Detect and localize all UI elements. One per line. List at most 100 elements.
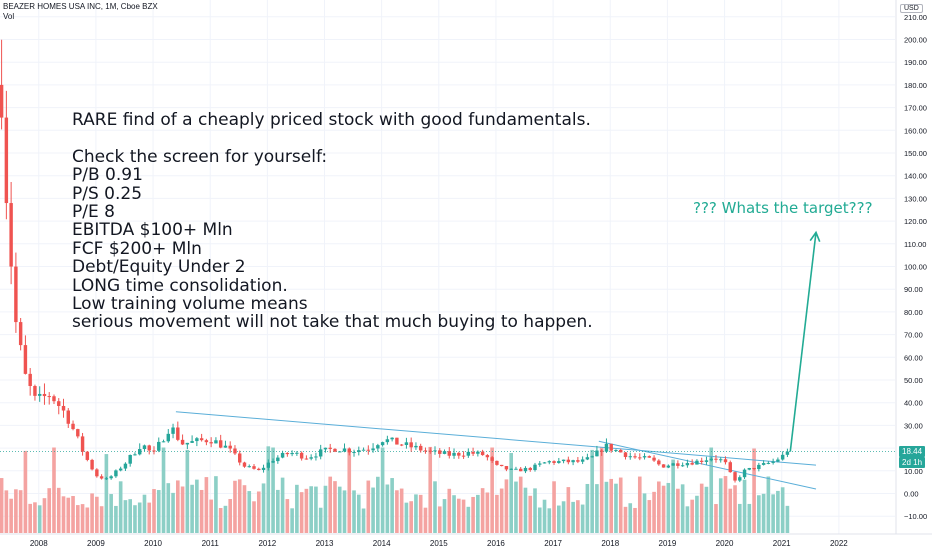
price-tick-label: 210.00 [904,13,927,22]
candle-body [619,449,623,453]
volume-bar [514,481,518,533]
candle-body [133,454,137,456]
candle-body [504,466,509,470]
candle-body [418,445,423,451]
candle-body [47,396,51,398]
volume-bar [723,476,728,533]
candle-body [238,453,242,463]
candle-body [704,460,709,462]
volume-bar [380,447,385,533]
candle-body [728,462,732,473]
candle-body [652,457,656,461]
volume-bar [28,503,32,533]
candle-body [361,449,366,451]
candle-body [99,476,104,479]
candle-body [257,468,261,470]
currency-label[interactable]: USD [900,4,923,13]
candle-body [57,401,61,406]
price-tick-label: 50.00 [904,376,923,385]
volume-bar [152,489,156,533]
volume-bar [642,493,647,533]
volume-bar [314,486,318,533]
volume-bar [647,500,652,533]
candle-body [695,460,699,465]
candle-body [623,452,628,458]
volume-bar [471,496,475,533]
candle-body [271,461,275,463]
trendline-upper [175,411,817,466]
volume-bar [447,488,452,533]
volume-bar [461,499,466,533]
candle-body [490,457,494,461]
candle-body [514,468,518,470]
time-tick-label: 2008 [30,539,48,548]
candle-body [166,433,171,442]
trendlines[interactable] [0,411,895,490]
volume-bar [342,490,347,533]
volume-bar [423,507,428,533]
target-arrow[interactable] [789,230,821,452]
bar-countdown-tag: 2d 1h [899,457,926,468]
volume-bar [390,478,394,533]
candle-body [642,456,647,458]
volume-bar [761,493,766,533]
volume-bar [114,505,118,533]
volume-bar [309,486,313,533]
candle-body [723,459,728,463]
volume-bar [466,506,471,533]
volume-bar [728,488,733,533]
note-line: P/E 8 [72,202,115,223]
candle-body [80,436,85,452]
time-tick-label: 2010 [144,539,162,548]
volume-bar [109,494,113,533]
volume-bar [218,508,223,533]
candle-body [171,427,175,434]
candle-body [204,440,209,443]
candle-body [452,452,456,456]
price-tick-label: 190.00 [904,58,927,67]
time-axis[interactable]: 2008 2009 2010 2011 2012 2013 2014 2015 2016 2017… [30,539,848,548]
volume-bar [190,484,194,533]
volume-bar [99,506,104,533]
volume-bar [704,486,709,533]
candle-body [28,373,32,387]
volume-bar [4,490,9,533]
volume-indicator-label[interactable]: Vol [3,12,15,21]
volume-bar [580,504,585,533]
candle-body [252,466,256,469]
candle-body [314,456,318,458]
volume-bar [137,502,142,533]
volume-bar [266,446,271,533]
candle-body [752,468,756,470]
candle-body [242,462,247,467]
candle-body [614,449,618,451]
candle-body [109,476,113,479]
candle-body [342,448,347,452]
volume-bar [276,489,280,533]
candle-body [404,442,409,445]
candle-body [304,458,309,460]
candle-body [380,442,385,446]
candle-body [147,445,151,451]
volume-bar [590,449,594,533]
volume-bar [537,507,542,533]
candle-body [71,423,75,430]
candle-body [157,441,161,451]
candle-body [757,464,761,470]
volume-bar [352,490,356,533]
candle-body [433,450,437,452]
candle-body [647,456,652,458]
candle-body [595,450,599,457]
candle-body [519,468,523,472]
volume-bars [0,446,790,533]
candle-body [742,469,747,478]
volume-bar [428,446,433,533]
candle-body [399,444,404,446]
volume-bar [85,507,90,533]
time-tick-label: 2022 [830,539,848,548]
candle-body [352,452,356,454]
candle-body [499,464,504,467]
volume-bar [733,485,737,533]
price-axis[interactable]: 210.00 200.00 190.00 180.00 170.00 160.00 150.… [904,13,927,521]
